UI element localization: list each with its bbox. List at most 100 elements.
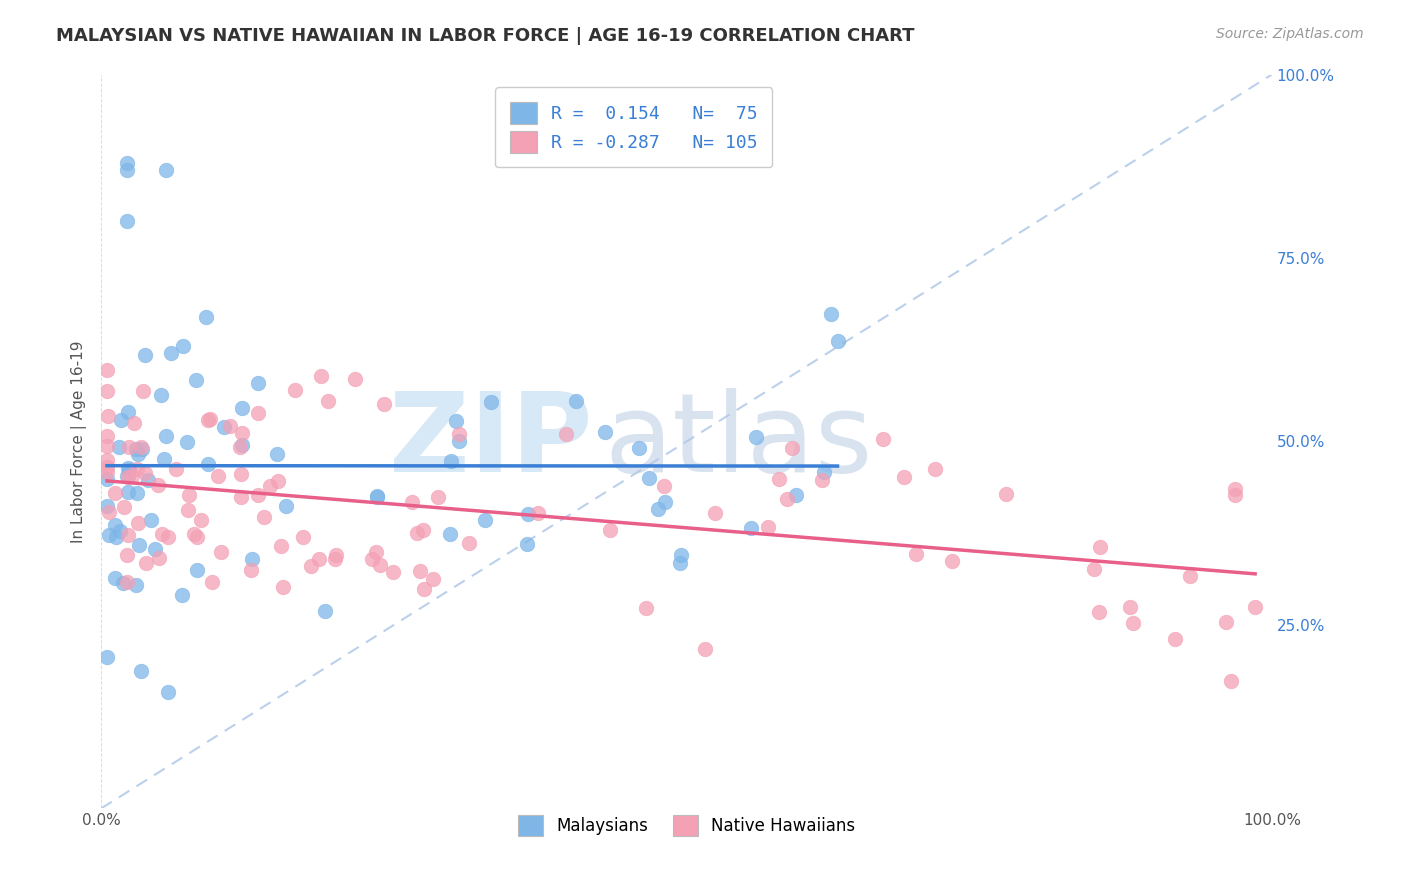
Point xyxy=(628,441,651,455)
Point xyxy=(186,563,208,577)
Point xyxy=(1178,569,1201,583)
Point xyxy=(373,396,395,410)
Point xyxy=(240,552,263,566)
Point xyxy=(1090,540,1112,554)
Point xyxy=(143,541,166,556)
Point xyxy=(129,440,152,454)
Point xyxy=(318,393,340,408)
Text: atlas: atlas xyxy=(605,388,873,495)
Point xyxy=(422,572,444,586)
Point xyxy=(309,369,332,384)
Point xyxy=(96,472,118,486)
Point xyxy=(1244,599,1267,614)
Point xyxy=(1225,488,1247,502)
Point xyxy=(176,434,198,449)
Point xyxy=(813,465,835,479)
Point xyxy=(146,478,169,492)
Point xyxy=(872,432,894,446)
Point xyxy=(96,649,118,664)
Point xyxy=(820,307,842,321)
Point xyxy=(554,426,576,441)
Point xyxy=(177,502,200,516)
Point xyxy=(924,462,946,476)
Point xyxy=(1083,562,1105,576)
Point xyxy=(449,434,471,448)
Point xyxy=(197,413,219,427)
Point xyxy=(104,485,127,500)
Point xyxy=(155,163,177,178)
Point xyxy=(96,459,118,474)
Point xyxy=(246,406,269,420)
Point xyxy=(314,604,336,618)
Point xyxy=(195,310,218,324)
Point xyxy=(139,513,162,527)
Point xyxy=(276,499,298,513)
Point xyxy=(516,537,538,551)
Point xyxy=(105,530,128,544)
Point xyxy=(827,334,849,349)
Point xyxy=(97,409,120,423)
Point xyxy=(127,486,149,500)
Point xyxy=(756,520,779,534)
Point xyxy=(440,454,463,468)
Point xyxy=(118,463,141,477)
Point xyxy=(115,155,138,169)
Point xyxy=(129,664,152,678)
Point xyxy=(408,564,430,578)
Point xyxy=(156,684,179,698)
Point xyxy=(115,469,138,483)
Point xyxy=(108,524,131,538)
Point xyxy=(1215,615,1237,629)
Point xyxy=(413,582,436,597)
Point xyxy=(782,441,804,455)
Point xyxy=(811,473,834,487)
Point xyxy=(267,474,290,488)
Point xyxy=(115,548,138,562)
Point xyxy=(481,394,503,409)
Point xyxy=(401,494,423,508)
Point xyxy=(115,214,138,228)
Point xyxy=(131,384,153,398)
Point xyxy=(150,527,173,541)
Point xyxy=(177,488,200,502)
Point xyxy=(368,558,391,572)
Point xyxy=(172,339,194,353)
Point xyxy=(117,484,139,499)
Point xyxy=(207,469,229,483)
Point xyxy=(96,363,118,377)
Point xyxy=(229,490,252,504)
Point xyxy=(125,442,148,457)
Point xyxy=(96,439,118,453)
Point xyxy=(361,552,384,566)
Point xyxy=(695,641,717,656)
Point xyxy=(214,420,236,434)
Point xyxy=(197,457,219,471)
Point xyxy=(652,479,675,493)
Point xyxy=(112,500,135,514)
Point xyxy=(637,471,659,485)
Point xyxy=(229,467,252,481)
Point xyxy=(186,530,208,544)
Point xyxy=(183,527,205,541)
Point xyxy=(565,394,588,409)
Point xyxy=(1119,600,1142,615)
Point xyxy=(994,487,1017,501)
Point xyxy=(131,442,153,457)
Point xyxy=(117,470,139,484)
Point xyxy=(110,413,132,427)
Point xyxy=(595,425,617,439)
Point xyxy=(96,384,118,399)
Point xyxy=(117,461,139,475)
Point xyxy=(127,447,149,461)
Point xyxy=(893,470,915,484)
Point xyxy=(218,419,240,434)
Point xyxy=(325,548,347,562)
Legend: Malaysians, Native Hawaiians: Malaysians, Native Hawaiians xyxy=(509,807,863,844)
Point xyxy=(266,447,288,461)
Point xyxy=(1122,616,1144,631)
Point xyxy=(127,516,149,530)
Point xyxy=(165,461,187,475)
Point xyxy=(115,163,138,178)
Point xyxy=(439,527,461,541)
Point xyxy=(299,559,322,574)
